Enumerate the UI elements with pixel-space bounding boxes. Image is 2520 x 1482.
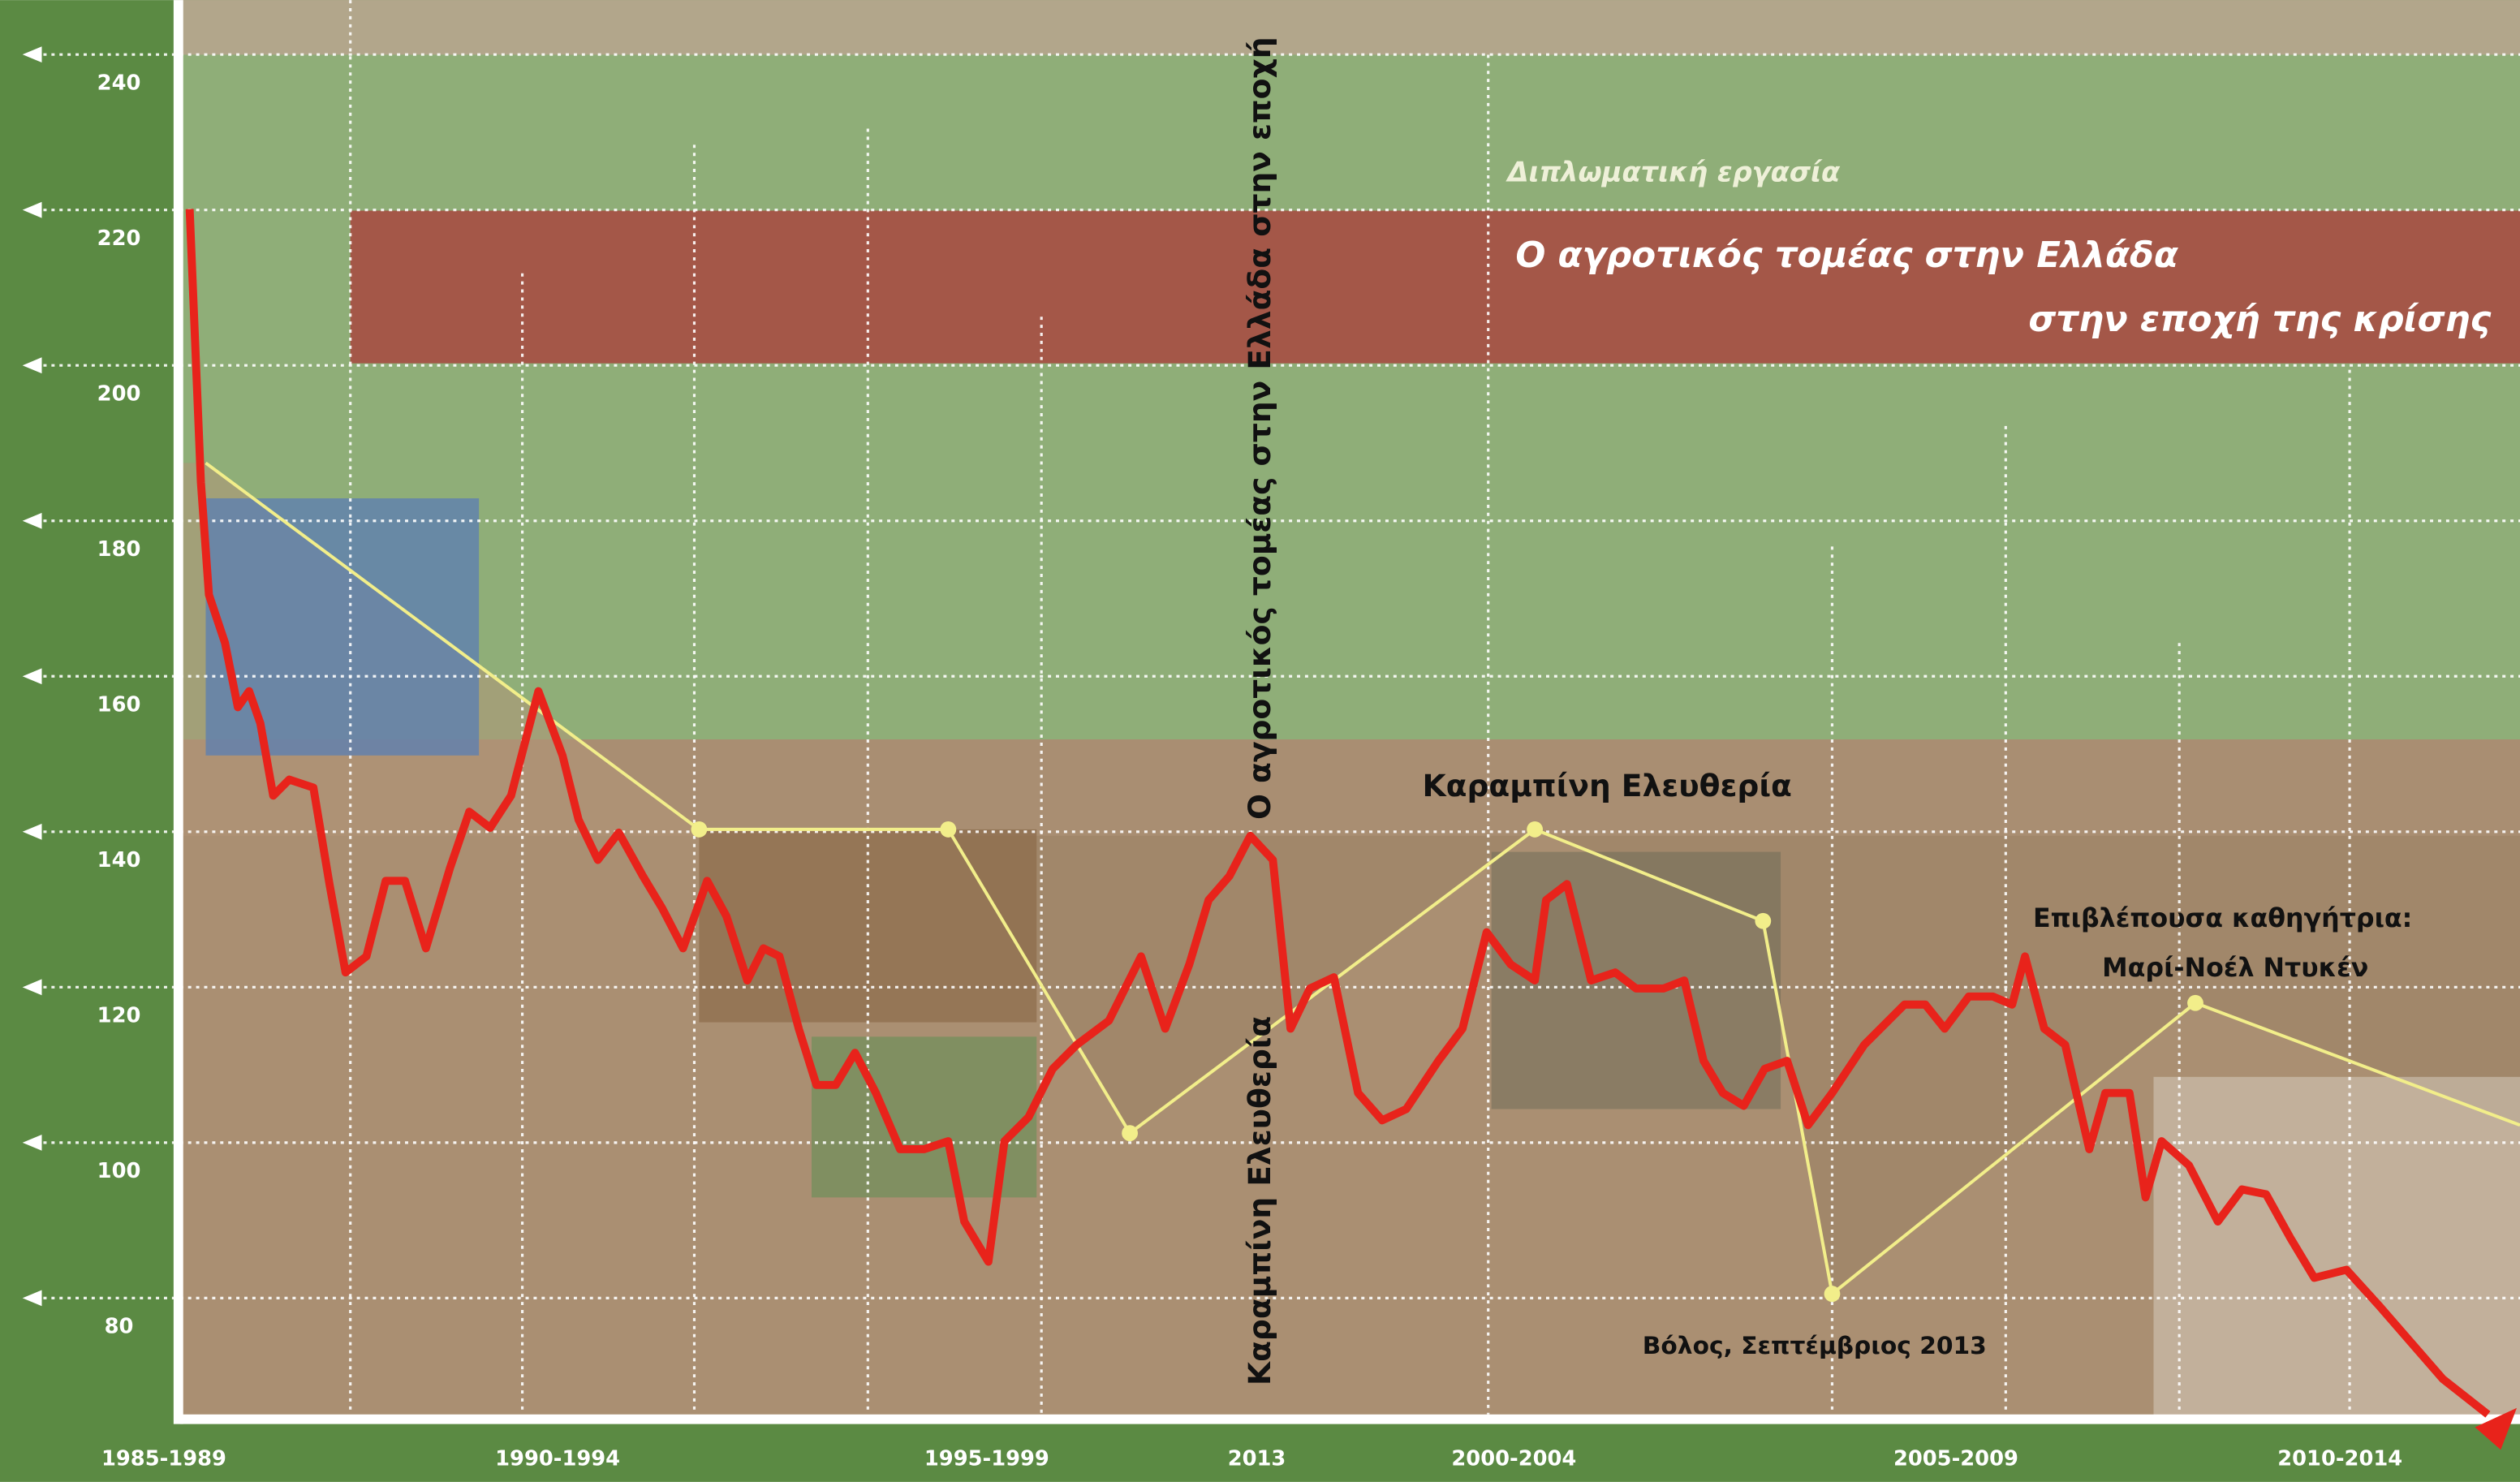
vertical-title: Ο αγροτικός τομέας στην Ελλάδα στην εποχ… xyxy=(1242,37,1277,820)
dot xyxy=(691,821,708,838)
y-tick-label: 180 xyxy=(97,537,141,562)
y-tick-label: 200 xyxy=(97,381,141,406)
dot xyxy=(1122,1125,1139,1142)
tick-arrow xyxy=(22,1290,42,1307)
vertical-grid xyxy=(349,0,2351,1415)
x-tick-label: 1985-1989 xyxy=(101,1447,226,1471)
collage-panel xyxy=(179,463,2520,1423)
y-tick-label: 160 xyxy=(97,692,141,717)
x-tick-label: 2005-2009 xyxy=(1893,1447,2018,1471)
dot xyxy=(2187,994,2203,1011)
vertical-author: Καραμπίνη Ελευθερία xyxy=(1242,1016,1277,1385)
x-axis: 1985-1989 1990-1994 1995-1999 2013 2000-2004… xyxy=(101,1447,2402,1471)
author: Καραμπίνη Ελευθερία xyxy=(1423,768,1792,803)
tick-arrow xyxy=(22,201,42,218)
y-tick-label: 120 xyxy=(97,1003,141,1027)
x-tick-label: 2000-2004 xyxy=(1451,1447,1576,1471)
y-tick-label: 240 xyxy=(97,71,141,95)
tick-arrow xyxy=(22,823,42,840)
tick-arrow xyxy=(22,979,42,996)
y-tick-label: 80 xyxy=(105,1315,134,1339)
y-axis-line xyxy=(173,0,183,1424)
tick-arrow xyxy=(22,357,42,374)
x-tick-label: 2013 xyxy=(1228,1447,1286,1471)
dot xyxy=(1527,821,1544,838)
dot xyxy=(1824,1286,1841,1303)
tick-arrow xyxy=(22,512,42,529)
yellow-dots xyxy=(691,821,2203,1303)
photo xyxy=(2153,1076,2520,1423)
kicker: Διπλωματική εργασία xyxy=(1505,156,1841,187)
x-tick-label: 1990-1994 xyxy=(495,1447,620,1471)
tick-arrow xyxy=(22,1134,42,1151)
x-tick-label: 2010-2014 xyxy=(2277,1447,2402,1471)
supervisor: Μαρί-Νοέλ Ντυκέν xyxy=(2102,954,2368,983)
tick-arrow xyxy=(22,668,42,685)
x-axis-line xyxy=(179,1414,2520,1424)
y-tick-label: 220 xyxy=(97,226,141,251)
y-axis: 80 100 120 140 160 180 200 220 240 xyxy=(22,46,2520,1339)
dot xyxy=(940,821,957,838)
photo xyxy=(205,498,480,756)
top-band xyxy=(179,0,2520,55)
place-date: Βόλος, Σεπτέμβριος 2013 xyxy=(1643,1332,1987,1360)
x-tick-label: 1995-1999 xyxy=(924,1447,1049,1471)
tick-arrow xyxy=(22,46,42,63)
title: Ο αγροτικός τομέας στην Ελλάδα xyxy=(1515,235,2179,276)
arrow-head xyxy=(2475,1407,2518,1450)
dot xyxy=(1755,912,1772,929)
y-tick-label: 140 xyxy=(97,848,141,872)
y-tick-label: 100 xyxy=(97,1159,141,1183)
title-band xyxy=(350,210,2520,364)
red-line xyxy=(185,209,2491,1418)
subtitle: στην εποχή της κρίσης xyxy=(2028,299,2491,340)
supervisor-label: Επιβλέπουσα καθηγήτρια: xyxy=(2033,904,2412,933)
photo xyxy=(1491,851,1781,1109)
